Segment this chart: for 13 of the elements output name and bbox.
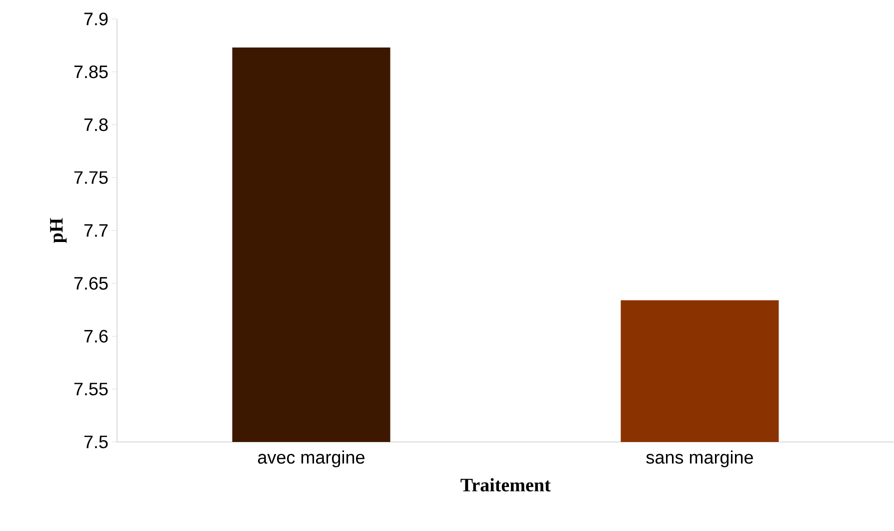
- y-tick-label: 7.6: [84, 330, 108, 343]
- x-tick-label: sans margine: [646, 450, 753, 468]
- y-axis-title: pH: [50, 218, 67, 243]
- y-tick-label: 7.8: [84, 118, 108, 132]
- y-tick-label: 7.75: [74, 171, 108, 184]
- y-tick-label: 7.85: [74, 65, 108, 78]
- y-tick-label: 7.55: [74, 382, 108, 396]
- x-axis-title: Traitement: [460, 478, 551, 492]
- y-tick-label: 7.9: [84, 12, 108, 26]
- x-tick-label: avec margine: [258, 450, 364, 468]
- y-tick-label: 7.5: [84, 436, 108, 448]
- y-tick-label: 7.7: [84, 224, 108, 237]
- y-tick-label: 7.65: [74, 276, 108, 290]
